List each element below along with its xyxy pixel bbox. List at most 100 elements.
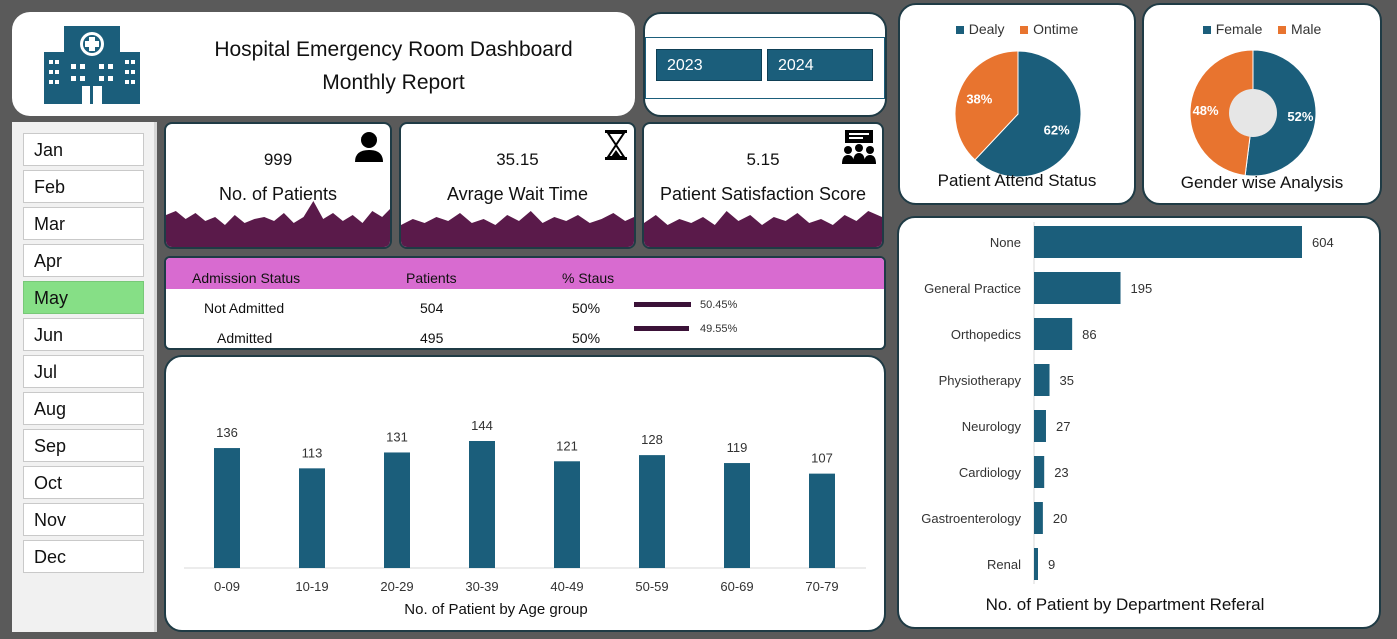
bar-data-label: 113 [302, 445, 323, 460]
chart-title: No. of Patient by Age group [404, 601, 587, 618]
x-tick-label: 20-29 [380, 579, 413, 594]
pie-slice [974, 50, 1082, 178]
bar-data-label: 107 [811, 451, 833, 466]
x-tick-label: 0-09 [214, 579, 240, 594]
donut-chart: 52% 48% [1189, 49, 1317, 177]
admission-status: Not Admitted [204, 300, 285, 316]
y-tick-label: None [990, 235, 1021, 250]
y-tick-label: Orthopedics [951, 327, 1022, 342]
dashboard-title: Hospital Emergency Room Dashboard [214, 38, 573, 61]
kpi-sparkline [401, 211, 634, 247]
month-button-nov[interactable]: Nov [23, 503, 144, 536]
pie-data-label: 52% [1287, 109, 1313, 124]
kpi-value: 5.15 [746, 150, 780, 169]
y-tick-label: Renal [987, 557, 1021, 572]
age-bar-chart: 136 0-09 113 10-19 131 20-29 144 30-39 121 40-49 1… [184, 418, 866, 618]
department-bar [1034, 502, 1043, 534]
x-tick-label: 60-69 [720, 579, 753, 594]
chart-title: Gender wise Analysis [1180, 173, 1344, 192]
bar-data-label: 86 [1082, 327, 1096, 342]
pie-data-label: 48% [1193, 103, 1219, 118]
attend-status-chart: Dealy Ontime 62% 38% Patient Attend Statu… [898, 3, 1136, 205]
bar-data-label: 136 [216, 425, 238, 440]
bar-data-label: 119 [727, 440, 748, 455]
bar-data-label: 128 [641, 432, 663, 447]
bar-data-label: 604 [1312, 235, 1334, 250]
kpi-sparkline [644, 211, 882, 247]
bar-data-label: 27 [1056, 419, 1070, 434]
month-slicer: Jan Feb Mar Apr May Jun Jul Aug Sep Oct … [12, 122, 157, 632]
admission-percent: 50% [572, 330, 601, 346]
bar-data-label: 20 [1053, 511, 1067, 526]
x-tick-label: 70-79 [805, 579, 838, 594]
year-2024-button[interactable]: 2024 [767, 49, 873, 81]
legend-label: Ontime [1033, 21, 1079, 37]
month-button-aug[interactable]: Aug [23, 392, 144, 425]
department-bar [1034, 226, 1302, 258]
pie-data-label: 38% [966, 92, 992, 107]
age-bar [724, 463, 750, 568]
kpi-satisfaction-card: 5.15 Patient Satisfaction Score [642, 122, 884, 249]
department-bar [1034, 364, 1050, 396]
month-button-feb[interactable]: Feb [23, 170, 144, 203]
admission-percent: 50% [572, 300, 601, 316]
pie-data-label: 62% [1044, 122, 1070, 137]
bar-data-label: 131 [386, 429, 408, 444]
column-header: Admission Status [192, 270, 301, 286]
kpi-label: Patient Satisfaction Score [659, 184, 867, 204]
admission-patients: 495 [420, 330, 444, 346]
meeting-icon [842, 130, 876, 164]
admission-table-header [166, 258, 884, 289]
admission-patients: 504 [420, 300, 444, 316]
department-bar [1034, 318, 1073, 350]
month-button-mar[interactable]: Mar [23, 207, 144, 240]
y-tick-label: Gastroenterology [921, 511, 1021, 526]
age-bar [554, 461, 580, 568]
department-bar-chart: None 604 General Practice 195 Orthopedics 86 P… [921, 222, 1334, 614]
month-button-sep[interactable]: Sep [23, 429, 144, 462]
kpi-patients-card: 999 No. of Patients [164, 122, 392, 249]
bar-data-label: 121 [556, 438, 578, 453]
bar-data-label: 9 [1048, 557, 1055, 572]
month-button-dec[interactable]: Dec [23, 540, 144, 573]
legend-label: Dealy [968, 21, 1005, 37]
month-button-oct[interactable]: Oct [23, 466, 144, 499]
year-2023-button[interactable]: 2023 [656, 49, 762, 81]
admission-data-bar [634, 326, 690, 331]
chart-legend: Female Male [1144, 21, 1380, 37]
department-chart: None 604 General Practice 195 Orthopedics 86 P… [897, 216, 1381, 629]
month-button-jan[interactable]: Jan [23, 133, 144, 166]
column-header: Patients [406, 270, 457, 286]
age-bar [384, 452, 410, 568]
age-bar [639, 455, 665, 568]
age-bar [809, 473, 835, 568]
pie-slice [1189, 49, 1254, 177]
y-tick-label: General Practice [924, 281, 1021, 296]
x-tick-label: 30-39 [465, 579, 498, 594]
department-bar [1034, 410, 1046, 442]
x-tick-label: 10-19 [295, 579, 328, 594]
pie-slice [954, 50, 1019, 161]
kpi-value: 999 [263, 150, 293, 169]
donut-hole [1229, 89, 1277, 137]
month-button-jul[interactable]: Jul [23, 355, 144, 388]
month-button-may[interactable]: May [23, 281, 144, 314]
admission-bar-label: 49.55% [700, 323, 738, 335]
age-bar [299, 468, 325, 568]
gender-chart: Female Male 52% 48% Gender wise Analysis [1142, 3, 1382, 205]
bar-data-label: 195 [1131, 281, 1153, 296]
chart-legend: Dealy Ontime [900, 21, 1134, 37]
pie-chart: 62% 38% [954, 50, 1082, 178]
admission-bar-label: 50.45% [700, 299, 738, 311]
month-button-jun[interactable]: Jun [23, 318, 144, 351]
month-button-apr[interactable]: Apr [23, 244, 144, 277]
hospital-icon [44, 26, 140, 104]
y-tick-label: Physiotherapy [939, 373, 1022, 388]
admission-status: Admitted [217, 330, 273, 346]
department-bar [1034, 548, 1038, 580]
legend-label: Female [1215, 21, 1263, 37]
kpi-sparkline [166, 201, 390, 247]
kpi-label: No. of Patients [218, 184, 338, 204]
age-bar [469, 441, 495, 568]
y-tick-label: Neurology [962, 419, 1022, 434]
